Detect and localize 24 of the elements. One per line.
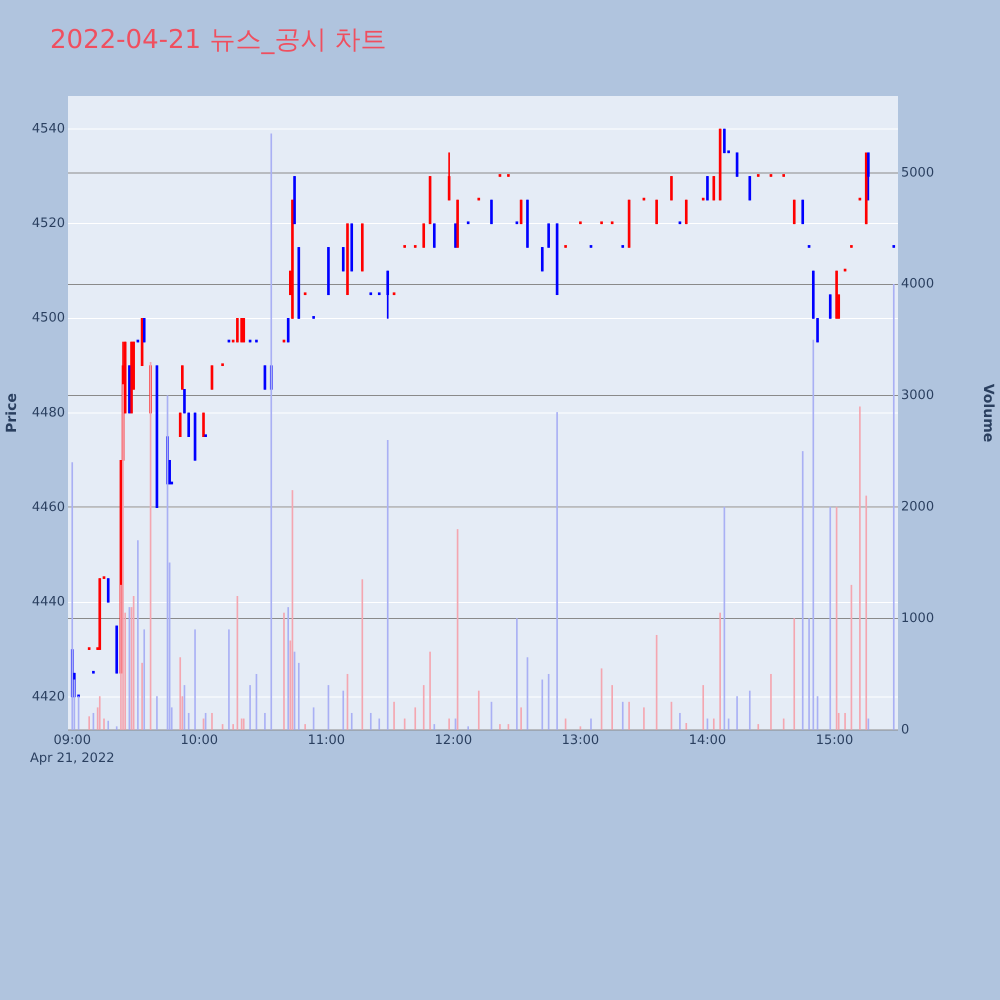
y-tick-label: 4500 (32, 310, 65, 326)
y-tick-label: 4420 (32, 689, 65, 704)
y-axis-title: Price (4, 393, 20, 433)
y-tick-label: 4460 (32, 500, 65, 515)
y-tick-label: 4540 (32, 121, 65, 136)
y2-tick-label: 2000 (901, 500, 934, 515)
x-tick-label: 15:00 (816, 733, 854, 748)
x-tick-label: 10:00 (180, 733, 218, 748)
y-tick-label: 4480 (32, 405, 65, 420)
y2-tick-label: 5000 (901, 165, 934, 180)
x-tick-label: 11:00 (308, 733, 346, 748)
y2-tick-label: 4000 (901, 276, 934, 292)
y2-tick-label: 0 (901, 722, 910, 738)
y2-tick-label: 1000 (901, 610, 934, 626)
y2-axis-title: Volume (980, 384, 996, 442)
x-tick-label: 09:00 (54, 733, 91, 748)
chart-title: 2022-04-21 뉴스_공시 차트 (50, 24, 387, 57)
y2-tick-label: 3000 (901, 388, 934, 404)
x-tick-label: 12:00 (434, 733, 472, 748)
x-tick-label: 13:00 (562, 733, 600, 748)
text: Apr 21, 2022 (30, 750, 114, 766)
x-tick-label: 14:00 (688, 733, 726, 748)
y-tick-label: 4440 (32, 594, 65, 610)
y-tick-label: 4520 (32, 216, 65, 232)
